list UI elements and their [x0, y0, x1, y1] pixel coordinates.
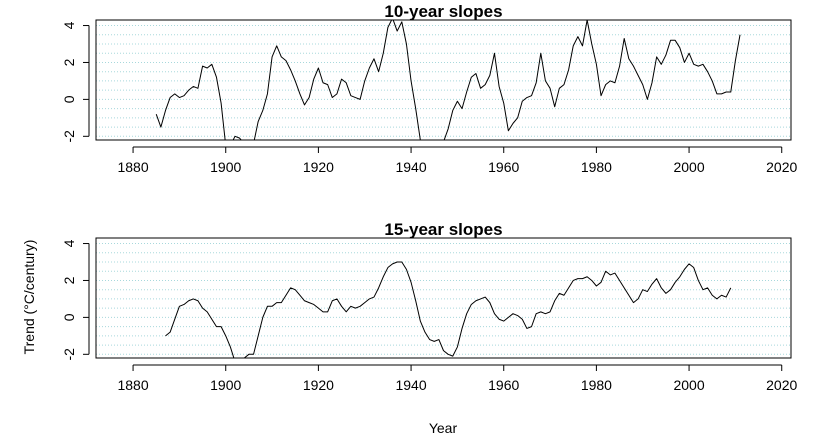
x-tick-label: 2000: [673, 377, 704, 393]
x-tick-label: 1920: [303, 377, 334, 393]
x-tick-label: 1960: [488, 159, 519, 175]
x-tick-label: 1880: [117, 377, 148, 393]
x-tick-label: 1980: [581, 377, 612, 393]
x-tick-label: 2000: [673, 159, 704, 175]
x-tick-label: 1900: [210, 159, 241, 175]
panel-10-year-slopes: 1880 1900 1920 1940 1960 1980 2000 2020 -2 0 2 4 10-…: [61, 2, 798, 175]
y-tick-label: 2: [61, 276, 77, 284]
chart-title: 10-year slopes: [384, 2, 502, 21]
y-axis-label: Trend (°C/century): [21, 240, 37, 355]
x-tick-label: 2020: [766, 377, 797, 393]
x-tick-label: 1980: [581, 159, 612, 175]
x-axis-label: Year: [429, 420, 458, 436]
x-tick-label: 1880: [117, 159, 148, 175]
x-tick-label: 1940: [395, 159, 426, 175]
x-tick-label: 2020: [766, 159, 797, 175]
x-tick-label: 1900: [210, 377, 241, 393]
x-tick-label: 1960: [488, 377, 519, 393]
y-tick-label: 2: [61, 58, 77, 66]
x-tick-label: 1940: [395, 377, 426, 393]
plot-frame: [95, 19, 792, 141]
series-line: [165, 261, 732, 358]
panel-15-year-slopes: 1880 1900 1920 1940 1960 1980 2000 2020 -2 0 2 4 15-…: [61, 220, 798, 393]
x-tick-label: 1920: [303, 159, 334, 175]
y-tick-label: 0: [61, 313, 77, 321]
y-tick-label: -2: [61, 130, 77, 143]
y-tick-label: 0: [61, 95, 77, 103]
y-tick-label: -2: [61, 348, 77, 361]
series-line: [155, 20, 741, 140]
y-tick-label: 4: [61, 239, 77, 247]
chart-title: 15-year slopes: [384, 220, 502, 239]
plot-frame: [95, 237, 792, 359]
y-tick-label: 4: [61, 21, 77, 29]
